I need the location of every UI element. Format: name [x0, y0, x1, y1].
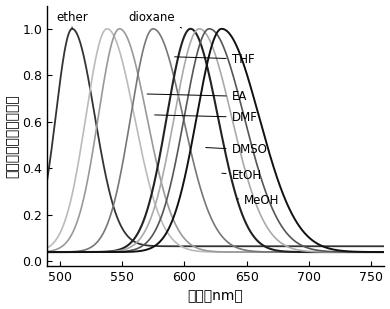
Text: EA: EA	[147, 90, 247, 103]
Text: DMF: DMF	[155, 111, 257, 124]
Text: DMSO: DMSO	[206, 143, 268, 156]
Y-axis label: 归一化的荧光发射强度: 归一化的荧光发射强度	[5, 94, 20, 178]
Text: MeOH: MeOH	[237, 194, 280, 207]
X-axis label: 波长（nm）: 波长（nm）	[188, 290, 243, 303]
Text: ether: ether	[56, 11, 88, 29]
Text: THF: THF	[175, 53, 254, 66]
Text: dioxane: dioxane	[128, 11, 182, 28]
Text: EtOH: EtOH	[222, 169, 262, 182]
